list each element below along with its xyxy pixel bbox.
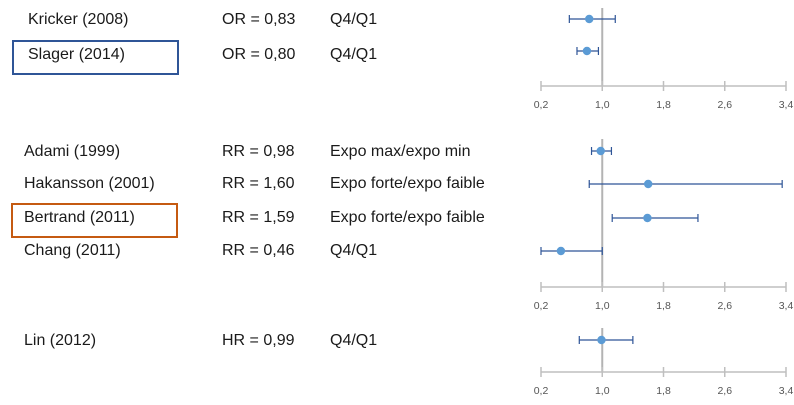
point-estimate — [596, 146, 605, 156]
comparison-label: Q4/Q1 — [330, 11, 378, 28]
highlight-box-blue — [12, 40, 179, 75]
x-tick-label: 1,0 — [595, 385, 610, 397]
effect-measure: OR = 0,83 — [222, 11, 296, 28]
x-tick-label: 3,4 — [779, 385, 794, 397]
study-label: Hakansson (2001) — [24, 175, 155, 192]
comparison-label: Expo forte/expo faible — [330, 209, 485, 226]
effect-measure: RR = 0,46 — [222, 242, 295, 259]
x-tick-label: 2,6 — [717, 99, 732, 111]
point-estimate — [597, 335, 606, 345]
x-tick-label: 3,4 — [779, 99, 794, 111]
comparison-label: Q4/Q1 — [330, 46, 378, 63]
x-tick-label: 2,6 — [717, 300, 732, 312]
point-estimate — [585, 14, 594, 24]
x-tick-label: 2,6 — [717, 385, 732, 397]
study-label: Lin (2012) — [24, 332, 97, 349]
x-tick-label: 1,0 — [595, 99, 610, 111]
comparison-label: Q4/Q1 — [330, 332, 378, 349]
x-tick-label: 0,2 — [534, 99, 549, 111]
study-label: Bertrand (2011) — [24, 209, 135, 226]
x-tick-label: 0,2 — [534, 385, 549, 397]
comparison-label: Expo max/expo min — [330, 143, 471, 160]
x-tick-label: 1,0 — [595, 300, 610, 312]
x-tick-label: 3,4 — [779, 300, 794, 312]
x-tick-label: 1,8 — [656, 300, 671, 312]
point-estimate — [643, 213, 652, 223]
study-label: Kricker (2008) — [28, 11, 129, 28]
effect-measure: OR = 0,80 — [222, 46, 296, 63]
effect-measure: HR = 0,99 — [222, 332, 295, 349]
effect-measure: RR = 0,98 — [222, 143, 295, 160]
point-estimate — [556, 246, 566, 256]
effect-measure: RR = 1,60 — [222, 175, 295, 192]
comparison-label: Q4/Q1 — [330, 242, 378, 259]
x-tick-label: 0,2 — [534, 300, 549, 312]
highlight-box-orange — [11, 203, 178, 238]
effect-measure: RR = 1,59 — [222, 209, 295, 226]
x-tick-label: 1,8 — [656, 99, 671, 111]
comparison-label: Expo forte/expo faible — [330, 175, 485, 192]
point-estimate — [582, 46, 592, 56]
x-tick-label: 1,8 — [656, 385, 671, 397]
point-estimate — [643, 179, 653, 189]
study-label: Slager (2014) — [28, 46, 125, 63]
study-label: Chang (2011) — [24, 242, 121, 259]
study-label: Adami (1999) — [24, 143, 121, 160]
